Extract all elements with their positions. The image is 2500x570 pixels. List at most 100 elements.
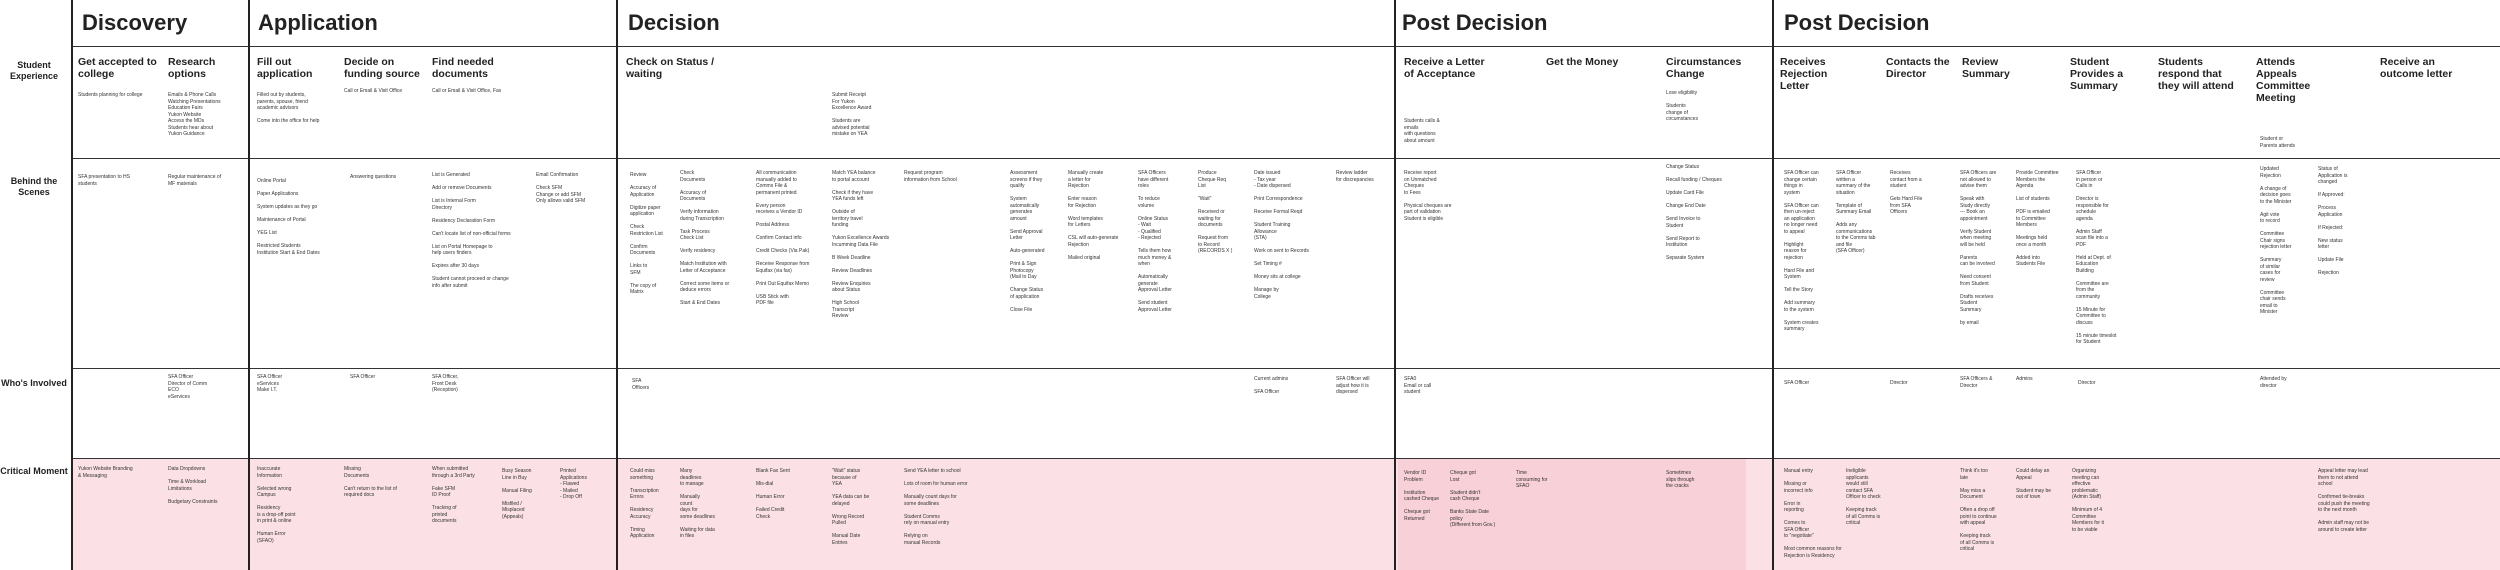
critical-note: Organizing meeting can effective problem… [2072,468,2104,533]
behind-note: Produce Cheque Req List "Wait" Received … [1198,170,1233,254]
step-receive-acceptance: Receive a Letter of Acceptance [1404,56,1485,80]
involved-note: SFA Officer eServices Make I.T. [257,374,283,393]
step-contacts-director: Contacts the Director [1886,56,1950,80]
critical-note: Appeal letter may lead them to not atten… [2318,468,2370,533]
involved-note: Director [2078,380,2096,386]
behind-note: All communication manually added to Comm… [756,170,810,306]
phase-title-post-decision-1: Post Decision [1402,10,1548,35]
critical-note: Ineligible applicants would still contac… [1846,468,1881,526]
row-label-whos-involved: Who's Involved [1,378,67,388]
behind-note: Receives contact from a student Gets Har… [1890,170,1923,215]
critical-band [72,458,2500,570]
phase-divider [616,0,618,570]
critical-note: Vendor ID Problem Institution cashed Che… [1404,470,1440,522]
experience-note: Filled out by students, parents, spouse,… [257,92,320,124]
critical-note: Blank Fax Sent Mis-dial Human Error Fail… [756,468,790,520]
phase-divider [71,0,73,570]
step-get-money: Get the Money [1546,56,1619,68]
experience-note: Emails & Phone Calls Watching Presentati… [168,92,221,137]
experience-note: Students calls & emails with questions a… [1404,118,1440,144]
step-receive-outcome: Receive an outcome letter [2380,56,2453,80]
behind-note: Check Documents Accuracy of Documents Ve… [680,170,730,306]
critical-note: Cheque got Lost Student didn't cash Cheq… [1450,470,1496,528]
step-review-summary: Review Summary [1962,56,2010,80]
involved-note: SFA Officer, Front Desk (Reception) [432,374,459,393]
behind-note: Online Portal Paper Applications System … [257,178,320,256]
row-label-behind-the-scenes: Behind the Scenes [10,176,58,197]
step-respond-attend: Students respond that they will attend [2158,56,2234,92]
row-divider [72,46,2500,47]
experience-note: Call or Email & Visit Office [344,88,403,94]
critical-note: When submitted through a 3rd Party Fake … [432,466,475,524]
critical-highlight-post-decision [1398,458,1746,570]
phase-divider [1394,0,1396,570]
behind-note: List is Generated Add or remove Document… [432,172,511,289]
behind-note: Email Confirmation Check SFM Change or a… [536,172,586,204]
behind-note: Change Status Recall funding / Cheques U… [1666,164,1722,261]
behind-note: Assessment screens if they qualify Syste… [1010,170,1045,313]
involved-note: Admins [2016,376,2033,382]
step-attends-meeting: Attends Appeals Committee Meeting [2256,56,2311,104]
behind-note: SFA Officers have different roles To red… [1138,170,1172,313]
behind-note: Request program information from School [904,170,957,183]
behind-note: Date issued - Tax year - Date dispersed … [1254,170,1309,300]
critical-note: Could delay an Appeal Student may be out… [2016,468,2052,500]
row-label-student-experience: Student Experience [9,60,59,81]
experience-note: Call or Email & Visit Office, Fax [432,88,502,94]
involved-note: SFA Officer [1784,380,1810,386]
critical-note: Printed Applications - Flawed - Mailed -… [560,468,587,500]
behind-note: Review Accuracy of Application Digitize … [630,172,663,295]
critical-note: Could miss something Transcription Error… [630,468,659,539]
step-circumstances-change: Circumstances Change [1666,56,1742,80]
step-decide-funding: Decide on funding source [344,56,420,80]
behind-note: SFA Officer written a summary of the sit… [1836,170,1876,254]
phase-title-application: Application [258,10,378,35]
critical-note: Sometimes slips through the cracks [1666,470,1695,489]
behind-note: SFA Officer in person or Calls in Direct… [2076,170,2117,345]
step-research-options: Research options [168,56,216,80]
critical-note: Send YEA letter to school Lots of room f… [904,468,968,546]
involved-note: SFA Officers [632,378,650,391]
involved-note: SFA Officers & Director [1960,376,1993,389]
critical-note: Think it's too late May miss a Document … [1960,468,1997,552]
step-check-status: Check on Status / waiting [626,56,715,80]
involved-note: SFA Officer [350,374,376,380]
behind-note: SFA Officer can change certain things in… [1784,170,1819,332]
involved-note: SFA Officer will adjust how it is disper… [1336,376,1370,395]
step-fill-out-application: Fill out application [257,56,313,80]
critical-note: "Wait" status because of YEA YEA data ca… [832,468,870,546]
critical-note: Data Dropdowns Time & Workload Limitatio… [168,466,218,505]
behind-note: Provide Committee Members the Agenda Lis… [2016,170,2059,267]
behind-note: Status of Application is changed If Appr… [2318,166,2348,276]
phase-divider [248,0,250,570]
critical-note: Inaccurate Information Selected wrong Ca… [257,466,296,544]
critical-note: Yukon Website Branding & Messaging [78,466,133,479]
step-provides-summary: Student Provides a Summary [2070,56,2124,92]
critical-note: Manual entry Missing or incorrect info E… [1784,468,1842,559]
critical-note: Time consuming for SFAO [1516,470,1548,489]
involved-note: Director [1890,380,1908,386]
behind-note: Review ladder for discrepancies [1336,170,1374,183]
phase-title-discovery: Discovery [82,10,188,35]
row-divider [72,158,2500,159]
behind-note: Answering questions [350,174,397,180]
phase-title-post-decision-2: Post Decision [1784,10,1930,35]
involved-note: SFA Officer Director of Comm ECO eServic… [168,374,208,400]
row-divider [72,458,2500,459]
involved-note: Attended by director [2260,376,2287,389]
experience-note: Student or Parents attends [2260,136,2296,149]
experience-note: Submit Receipt For Yukon Excellence Awar… [832,92,872,137]
involved-note: SFA0 Email or call student [1404,376,1432,395]
behind-note: SFA presentation to HS students [78,174,130,187]
involved-note: Current admins SFA Officer [1254,376,1289,395]
step-receives-rejection: Receives Rejection Letter [1780,56,1828,92]
step-get-accepted: Get accepted to college [78,56,157,80]
step-find-documents: Find needed documents [432,56,494,80]
critical-note: Missing Documents Can't return to the li… [344,466,397,498]
behind-note: Match YEA balance to portal account Chec… [832,170,890,319]
behind-note: Receive report on Unmatched Cheques to F… [1404,170,1452,222]
phase-title-decision: Decision [628,10,720,35]
experience-note: Students planning for college [78,92,143,98]
behind-note: Regular maintenance of MF materials [168,174,222,187]
critical-note: Many deadlines to manage Manually count … [680,468,716,539]
